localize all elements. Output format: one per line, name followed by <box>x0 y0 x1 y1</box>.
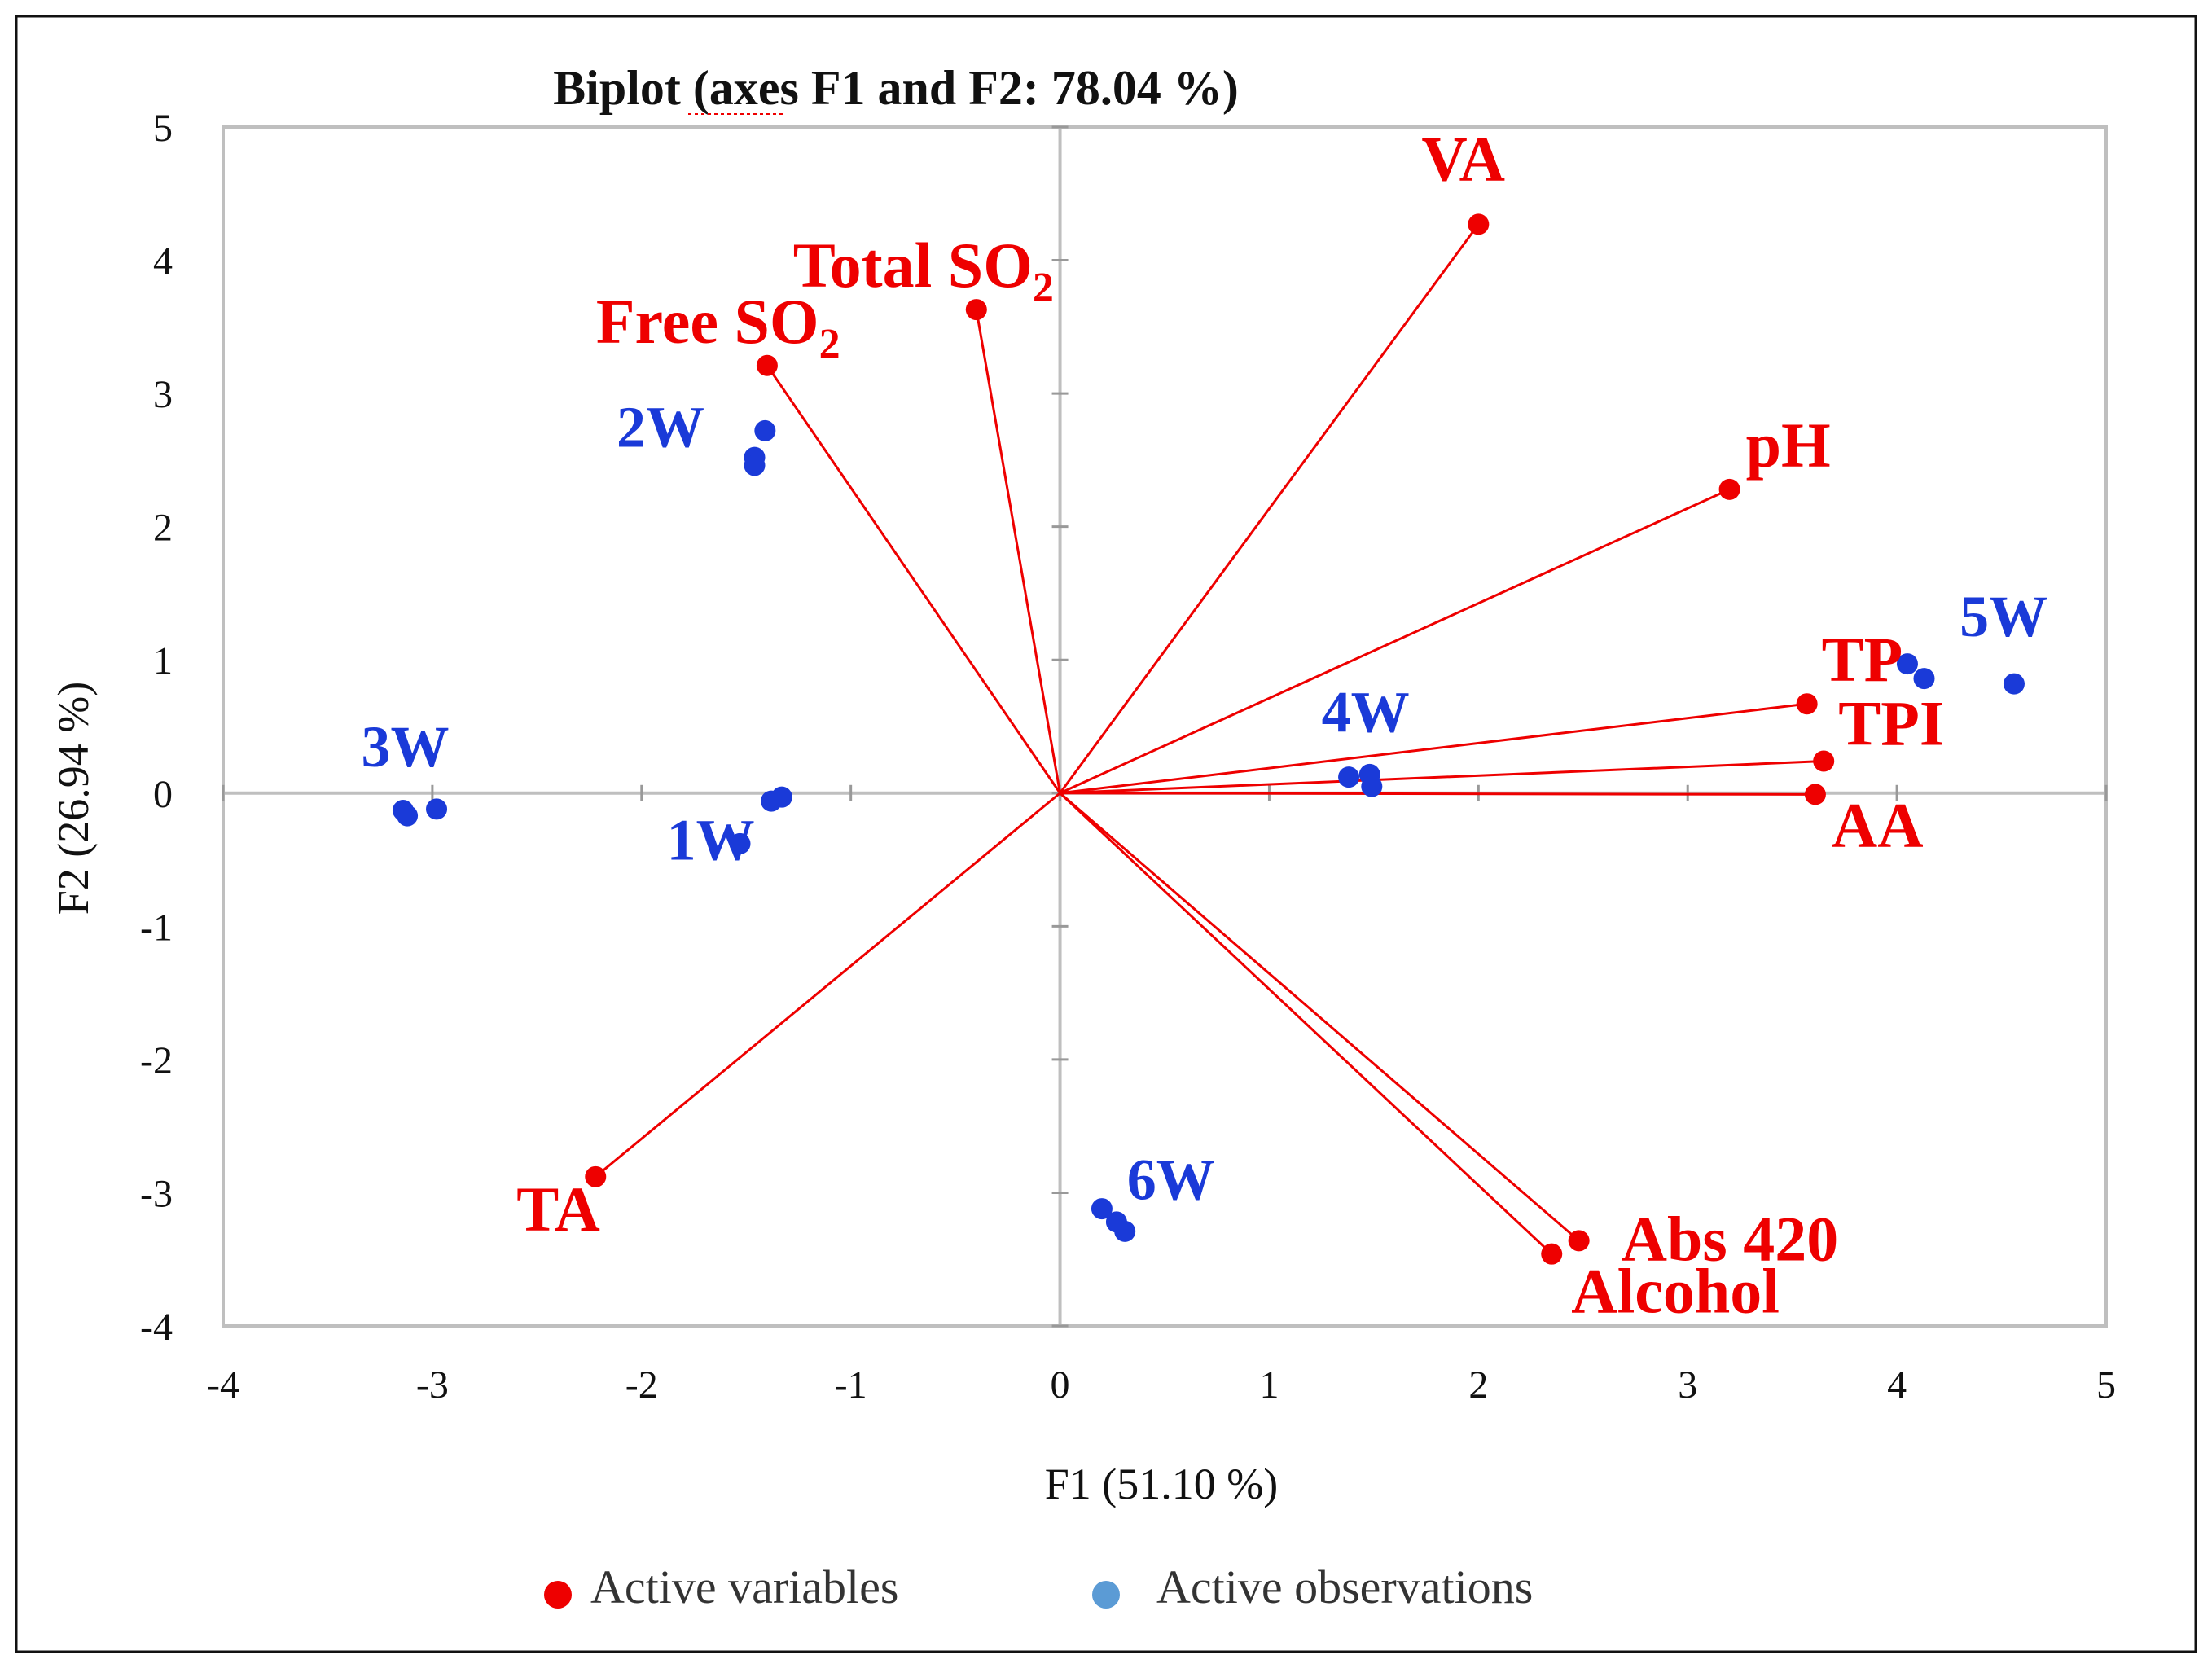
variable-point-tpi <box>1813 750 1835 772</box>
y-tick-label-3: -3 <box>140 1172 173 1215</box>
variable-label-ta: TA <box>516 1174 600 1244</box>
vector-ta <box>595 792 1061 1178</box>
variable-label-abs-420: Abs 420 <box>1622 1203 1839 1274</box>
observation-points <box>392 419 2025 1242</box>
observation-point-3w-3 <box>426 798 448 820</box>
legend: Active variables Active observations <box>544 1560 1533 1613</box>
y-tick-label-0: 0 <box>153 773 173 816</box>
vector-alcohol <box>1059 792 1553 1255</box>
vector-va <box>1059 223 1480 794</box>
x-tick-label-4: 4 <box>1887 1363 1907 1407</box>
x-tick-label-0: 0 <box>1051 1363 1070 1407</box>
observation-point-2w-1 <box>754 419 776 441</box>
chart-title: Biplot (axes F1 and F2: 78.04 %) <box>553 61 1239 115</box>
vector-abs-420 <box>1059 792 1580 1242</box>
variable-point-total-so2 <box>965 299 987 321</box>
y-tick-label-2: -2 <box>140 1039 173 1082</box>
variable-point-tp <box>1796 693 1818 715</box>
vector-aa <box>1060 792 1815 796</box>
y-tick-label-4: 4 <box>153 240 173 283</box>
variable-point-ta <box>585 1165 607 1187</box>
variable-label-tp: TP <box>1822 624 1903 695</box>
x-tick-label-1: -1 <box>835 1363 867 1407</box>
observation-label-3w: 3W <box>362 714 450 779</box>
variable-point-va <box>1468 213 1490 235</box>
observation-label-2w: 2W <box>617 395 704 460</box>
y-tick-label-5: 5 <box>153 107 173 150</box>
variable-point-free-so2 <box>756 354 778 376</box>
vector-ph <box>1059 488 1731 795</box>
variable-point-alcohol <box>1541 1243 1563 1265</box>
vector-tp <box>1060 702 1807 795</box>
legend-label-variables: Active variables <box>590 1560 898 1613</box>
y-tick-label-1: -1 <box>140 906 173 949</box>
observation-point-6w-3 <box>1114 1220 1136 1242</box>
x-tick-label-3: -3 <box>416 1363 449 1407</box>
y-axis-title: F2 (26.94 %) <box>49 682 98 915</box>
observation-point-2w-3 <box>744 454 766 476</box>
vector-total-so2 <box>975 309 1062 794</box>
vector-tpi <box>1060 760 1824 795</box>
legend-label-observations: Active observations <box>1156 1560 1533 1613</box>
variable-label-free-so2: Free SO2 <box>596 286 840 367</box>
observation-label-4w: 4W <box>1322 680 1410 745</box>
y-tick-label-2: 2 <box>153 507 173 550</box>
variable-label-total-so2: Total SO2 <box>793 230 1054 311</box>
variable-label-ph: pH <box>1746 410 1831 481</box>
observation-point-1w-3 <box>729 832 751 854</box>
x-tick-label-1: 1 <box>1259 1363 1279 1407</box>
variable-point-aa <box>1804 784 1826 805</box>
legend-marker-variables <box>544 1581 572 1609</box>
observation-point-4w-3 <box>1361 775 1383 797</box>
observation-point-1w-2 <box>770 786 792 808</box>
x-tick-label-4: -4 <box>207 1363 239 1407</box>
observation-point-5w-2 <box>1913 668 1935 690</box>
observation-point-5w-3 <box>2003 673 2025 695</box>
plot-frame <box>222 125 2108 1328</box>
vector-free-so2 <box>766 364 1061 794</box>
observation-label-5w: 5W <box>1960 584 2047 649</box>
observation-point-3w-2 <box>397 805 419 827</box>
legend-marker-observations <box>1092 1581 1120 1609</box>
variable-label-alcohol: Alcohol <box>1571 1256 1780 1327</box>
observation-point-5w-1 <box>1896 653 1918 675</box>
variable-label-aa: AA <box>1832 789 1924 860</box>
y-tick-label-4: -4 <box>140 1306 173 1349</box>
variable-point-ph <box>1718 478 1740 500</box>
observation-label-1w: 1W <box>667 808 755 873</box>
x-tick-label-2: -2 <box>625 1363 658 1407</box>
variable-point-abs-420 <box>1568 1230 1590 1252</box>
variable-vectors <box>585 213 1835 1265</box>
observation-point-6w-1 <box>1091 1198 1113 1220</box>
x-axis-title: F1 (51.10 %) <box>1045 1460 1278 1508</box>
y-tick-label-1: 1 <box>153 639 173 683</box>
x-tick-label-3: 3 <box>1678 1363 1697 1407</box>
variable-label-va: VA <box>1421 123 1505 194</box>
x-tick-label-2: 2 <box>1468 1363 1488 1407</box>
observation-point-4w-1 <box>1338 766 1360 788</box>
observation-label-6w: 6W <box>1127 1148 1215 1213</box>
x-tick-label-5: 5 <box>2096 1363 2116 1407</box>
variable-label-tpi: TPI <box>1838 688 1944 759</box>
y-tick-label-3: 3 <box>153 373 173 416</box>
